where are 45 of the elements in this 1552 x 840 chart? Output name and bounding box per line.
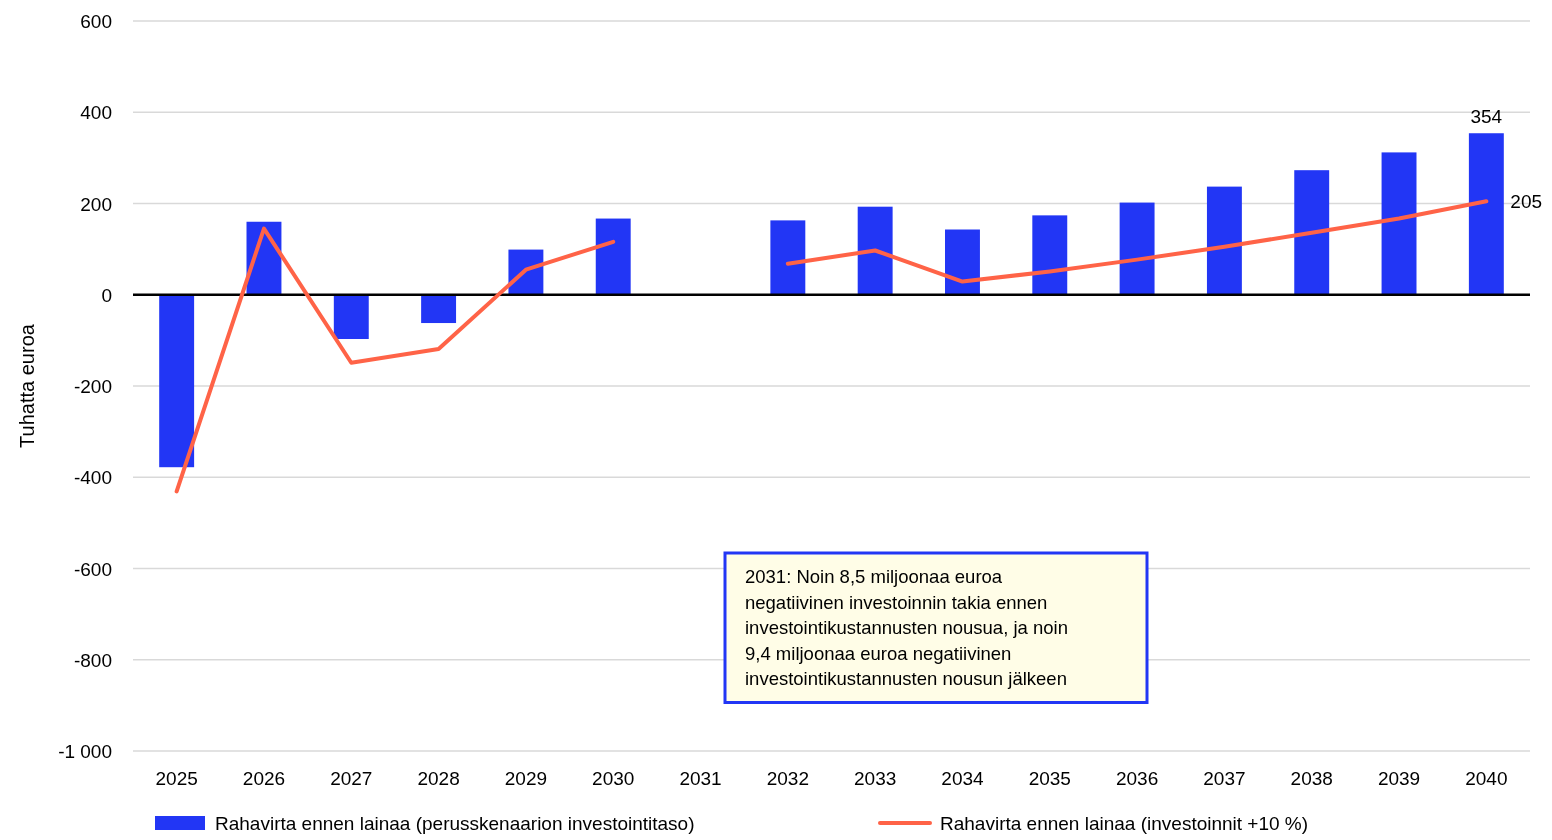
x-tick-label: 2034 (941, 768, 985, 789)
y-tick-label: -200 (73, 376, 112, 397)
y-tick-label: -1 000 (58, 741, 112, 762)
bar (1381, 152, 1417, 295)
bar (595, 218, 631, 295)
bar (857, 206, 893, 295)
bar (770, 220, 806, 295)
x-tick-label: 2037 (1203, 768, 1246, 789)
y-tick-label: 200 (80, 193, 112, 215)
legend-label: Rahavirta ennen lainaa (perusskenaarion investointitaso) (215, 813, 695, 834)
note-box: 2031: Noin 8,5 miljoonaa euroa negatiivinen investoinnin takia ennen investointikustannusten nousua, ja noin 9,4 miljoonaa euroa negatiivinen investointikustannusten nousun jälkeen (723, 551, 1149, 704)
x-tick-label: 2031 (679, 768, 722, 789)
x-tick-label: 2033 (854, 768, 897, 789)
bar (1032, 215, 1068, 295)
x-tick-label: 2036 (1115, 768, 1159, 789)
x-tick-label: 2027 (330, 768, 373, 789)
x-tick-label: 2029 (504, 768, 548, 789)
data-label: 354 (1470, 106, 1503, 128)
bar (421, 294, 457, 324)
x-tick-label: 2030 (592, 768, 635, 789)
y-tick-label: 0 (101, 284, 112, 306)
bar (159, 294, 195, 468)
x-tick-label: 2039 (1377, 768, 1421, 789)
bar (1294, 170, 1330, 295)
legend-label: Rahavirta ennen lainaa (investoinnit +10 %) (940, 813, 1309, 834)
y-tick-label: 600 (80, 11, 112, 32)
x-tick-label: 2026 (242, 768, 286, 789)
x-tick-label: 2038 (1290, 768, 1333, 789)
data-label: 205 (1510, 191, 1543, 213)
bar (1119, 202, 1155, 295)
y-tick-label: -600 (73, 558, 112, 580)
x-tick-label: 2032 (766, 768, 809, 789)
y-axis-title: Tuhatta euroa (16, 323, 38, 448)
bar (333, 294, 369, 340)
x-tick-label: 2035 (1028, 768, 1071, 789)
bar (945, 229, 980, 295)
x-tick-label: 2028 (417, 768, 460, 789)
bar (1468, 133, 1504, 295)
x-tick-label: 2025 (155, 768, 198, 789)
y-tick-label: -400 (73, 467, 112, 489)
x-tick-label: 2040 (1465, 768, 1508, 789)
y-tick-label: -800 (73, 649, 112, 671)
y-tick-label: 400 (80, 102, 112, 124)
bar (1206, 186, 1242, 295)
annotation: 2031: Noin 8,5 miljoonaa euroa negatiivinen investoinnin takia ennen investointikustannusten nousua, ja noin 9,4 miljoonaa euroa negatiivinen investointikustannusten nousun jälkeen (745, 566, 1068, 689)
